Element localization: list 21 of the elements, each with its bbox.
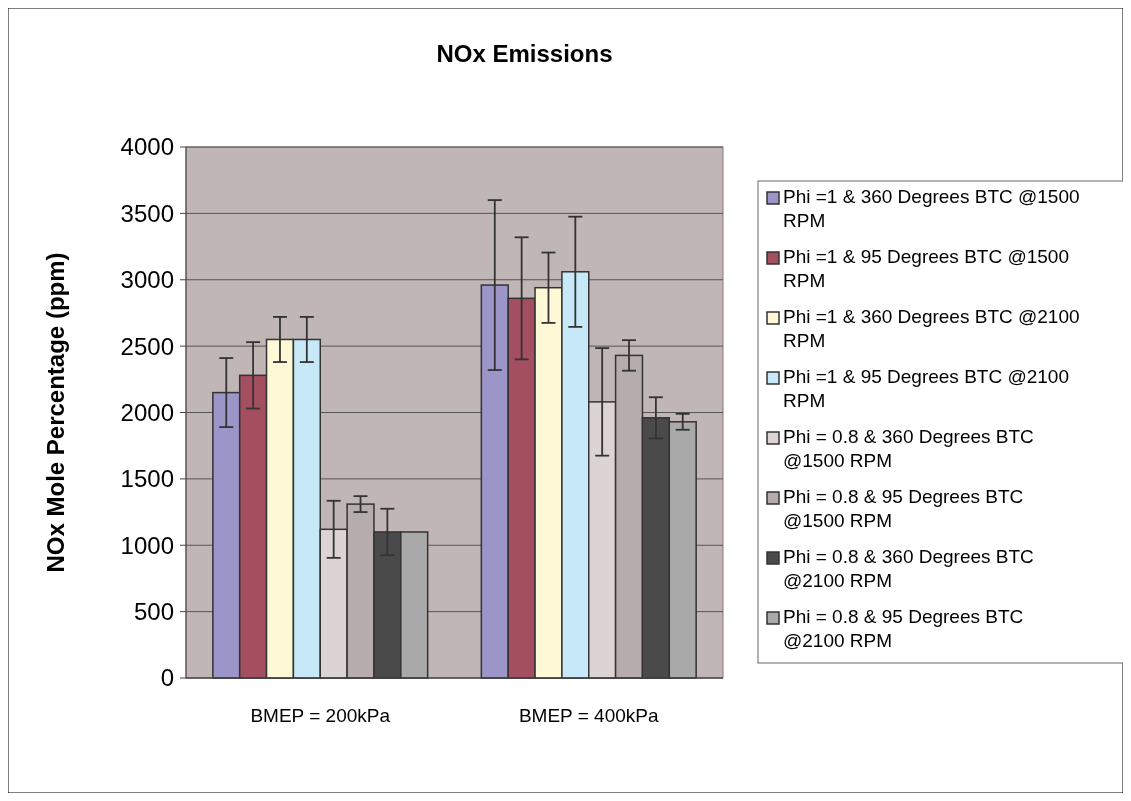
legend-label: Phi = 0.8 & 360 Degrees BTC @1500 RPM [783,426,1034,471]
legend-label: Phi =1 & 95 Degrees BTC @2100 RPM [783,366,1069,411]
y-tick-label: 0 [160,664,174,692]
x-tick-label: BMEP = 400kPa [518,705,659,726]
legend-label: Phi =1 & 95 Degrees BTC @1500 RPM [783,246,1069,291]
y-tick-label: 1500 [120,465,174,493]
y-tick-label: 4000 [120,133,174,161]
y-tick-label: 3000 [120,266,174,294]
y-tick-label: 3500 [120,199,174,227]
legend-label: Phi =1 & 360 Degrees BTC @1500 RPM [783,186,1080,231]
chart-title: NOx Emissions [436,40,613,67]
y-tick-label: 2000 [120,398,174,426]
legend-label: Phi = 0.8 & 95 Degrees BTC @2100 RPM [783,606,1024,651]
x-tick-label: BMEP = 200kPa [250,705,391,726]
legend-label: Phi = 0.8 & 95 Degrees BTC @1500 RPM [783,486,1024,531]
legend-label: Phi =1 & 360 Degrees BTC @2100 RPM [783,306,1080,351]
y-tick-label: 500 [133,598,174,626]
y-axis-title: NOx Mole Percentage (ppm) [42,252,69,573]
y-tick-label: 2500 [120,332,174,360]
legend-label: Phi = 0.8 & 360 Degrees BTC @2100 RPM [783,546,1034,591]
y-tick-label: 1000 [120,531,174,559]
